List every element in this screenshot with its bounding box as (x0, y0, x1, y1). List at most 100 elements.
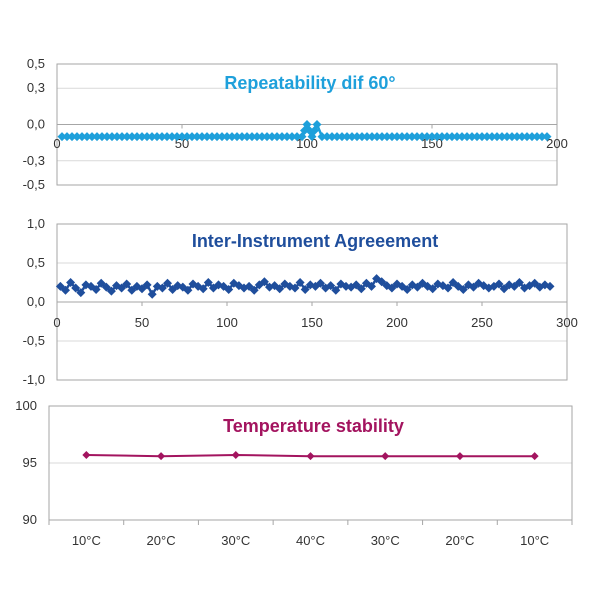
inter-instrument-data-point (290, 283, 300, 293)
inter-instrument-data-point (76, 288, 86, 298)
repeatability-data-point (322, 132, 332, 142)
repeatability-data-point (362, 132, 372, 142)
repeatability-data-point (257, 132, 267, 142)
repeatability-data-point (382, 132, 392, 142)
inter-instrument-data-point (224, 285, 234, 295)
repeatability-data-point (87, 132, 97, 142)
inter-instrument-data-point (122, 279, 132, 289)
repeatability-data-point (417, 132, 427, 142)
inter-instrument-data-point (514, 278, 524, 287)
repeatability-data-point (142, 132, 152, 142)
repeatability-data-point (437, 132, 447, 142)
inter-instrument-x-tick-label: 50 (135, 315, 149, 330)
repeatability-data-point (317, 132, 327, 142)
repeatability-data-point (117, 132, 127, 142)
temperature-title: Temperature stability (223, 416, 404, 436)
inter-instrument-data-point (494, 279, 504, 289)
repeatability-title: Repeatability dif 60° (224, 73, 395, 93)
repeatability-data-point (207, 132, 217, 142)
repeatability-data-point (77, 132, 87, 142)
repeatability-data-point (197, 132, 207, 142)
repeatability-data-point (97, 132, 107, 142)
inter-instrument-data-point (259, 277, 269, 287)
inter-instrument-data-point (71, 283, 81, 293)
repeatability-data-point (147, 132, 157, 142)
inter-instrument-data-point (198, 284, 208, 294)
repeatability-data-point (407, 132, 417, 142)
repeatability-data-point (277, 132, 287, 142)
repeatability-data-point (107, 132, 117, 142)
repeatability-data-point (487, 132, 497, 142)
repeatability-data-point (232, 132, 242, 142)
repeatability-data-point (357, 132, 367, 142)
temperature-y-tick-label: 90 (23, 512, 37, 527)
repeatability-data-point (252, 132, 262, 142)
inter-instrument-chart: 1,0 0,5 0,0 -0,5 -1,0 0 50 100 150 200 250 300 Int… (23, 216, 578, 387)
repeatability-data-point (482, 132, 492, 142)
repeatability-data-point (402, 132, 412, 142)
repeatability-data-point (432, 132, 442, 142)
inter-instrument-data-point (106, 286, 116, 296)
repeatability-data-point (137, 132, 147, 142)
repeatability-data-point (82, 132, 92, 142)
repeatability-data-point (467, 132, 477, 142)
repeatability-data-point (57, 132, 67, 142)
inter-instrument-x-tick-label: 200 (386, 315, 408, 330)
repeatability-data-point (522, 132, 532, 142)
repeatability-data-point (527, 132, 537, 142)
inter-instrument-data-point (443, 283, 453, 293)
repeatability-data-point (327, 132, 337, 142)
repeatability-data-point (457, 132, 467, 142)
temperature-chart: 100 95 90 10°C 20°C 30°C 40°C 30°C 20°C 10°C Tem… (15, 398, 573, 548)
repeatability-data-point (212, 132, 222, 142)
repeatability-data-point (227, 132, 237, 142)
inter-instrument-data-point (458, 285, 468, 295)
temperature-x-tick-label: 10°C (520, 533, 549, 548)
inter-instrument-y-tick-label: 0,0 (27, 294, 45, 309)
repeatability-data-point (472, 132, 482, 142)
repeatability-y-tick-label: 0,3 (27, 80, 45, 95)
repeatability-data-point (162, 132, 172, 142)
repeatability-data-point (62, 132, 72, 142)
repeatability-data-point (442, 132, 452, 142)
inter-instrument-data-point (147, 289, 157, 299)
inter-instrument-data-point (402, 285, 412, 295)
temperature-x-tick-label: 20°C (147, 533, 176, 548)
repeatability-data-point (237, 132, 247, 142)
inter-instrument-data-point (331, 285, 341, 295)
repeatability-x-tick-label: 0 (53, 136, 60, 151)
repeatability-data-point (542, 132, 552, 142)
temperature-data-point (455, 452, 464, 461)
inter-instrument-y-tick-label: 1,0 (27, 216, 45, 231)
repeatability-data-point (342, 132, 352, 142)
repeatability-data-point (72, 132, 82, 142)
repeatability-x-tick-label: 50 (175, 136, 189, 151)
inter-instrument-data-point (61, 285, 70, 295)
repeatability-data-point (312, 120, 322, 129)
repeatability-data-point (187, 132, 197, 142)
inter-instrument-y-tick-label: -0,5 (23, 333, 45, 348)
inter-instrument-data-point (300, 285, 310, 295)
repeatability-data-point (347, 132, 357, 142)
temperature-x-tick-label: 30°C (371, 533, 400, 548)
repeatability-data-point (292, 132, 302, 142)
temperature-x-tick-label: 40°C (296, 533, 325, 548)
repeatability-data-point (272, 132, 282, 142)
inter-instrument-y-tick-label: -1,0 (23, 372, 45, 387)
repeatability-data-point (412, 132, 422, 142)
repeatability-data-point (132, 132, 142, 142)
repeatability-data-point (532, 132, 542, 142)
inter-instrument-data-point (295, 278, 305, 287)
repeatability-data-point (172, 132, 182, 142)
repeatability-data-point (262, 132, 272, 142)
temperature-data-point (82, 451, 91, 460)
repeatability-data-point (397, 132, 407, 142)
repeatability-data-point (462, 132, 472, 142)
temperature-data-point (157, 452, 166, 461)
repeatability-data-point (392, 132, 402, 142)
repeatability-data-point (332, 132, 342, 142)
inter-instrument-data-point (91, 285, 101, 295)
inter-instrument-data-point (275, 284, 285, 294)
repeatability-data-point (452, 132, 462, 142)
repeatability-data-point (177, 132, 187, 142)
